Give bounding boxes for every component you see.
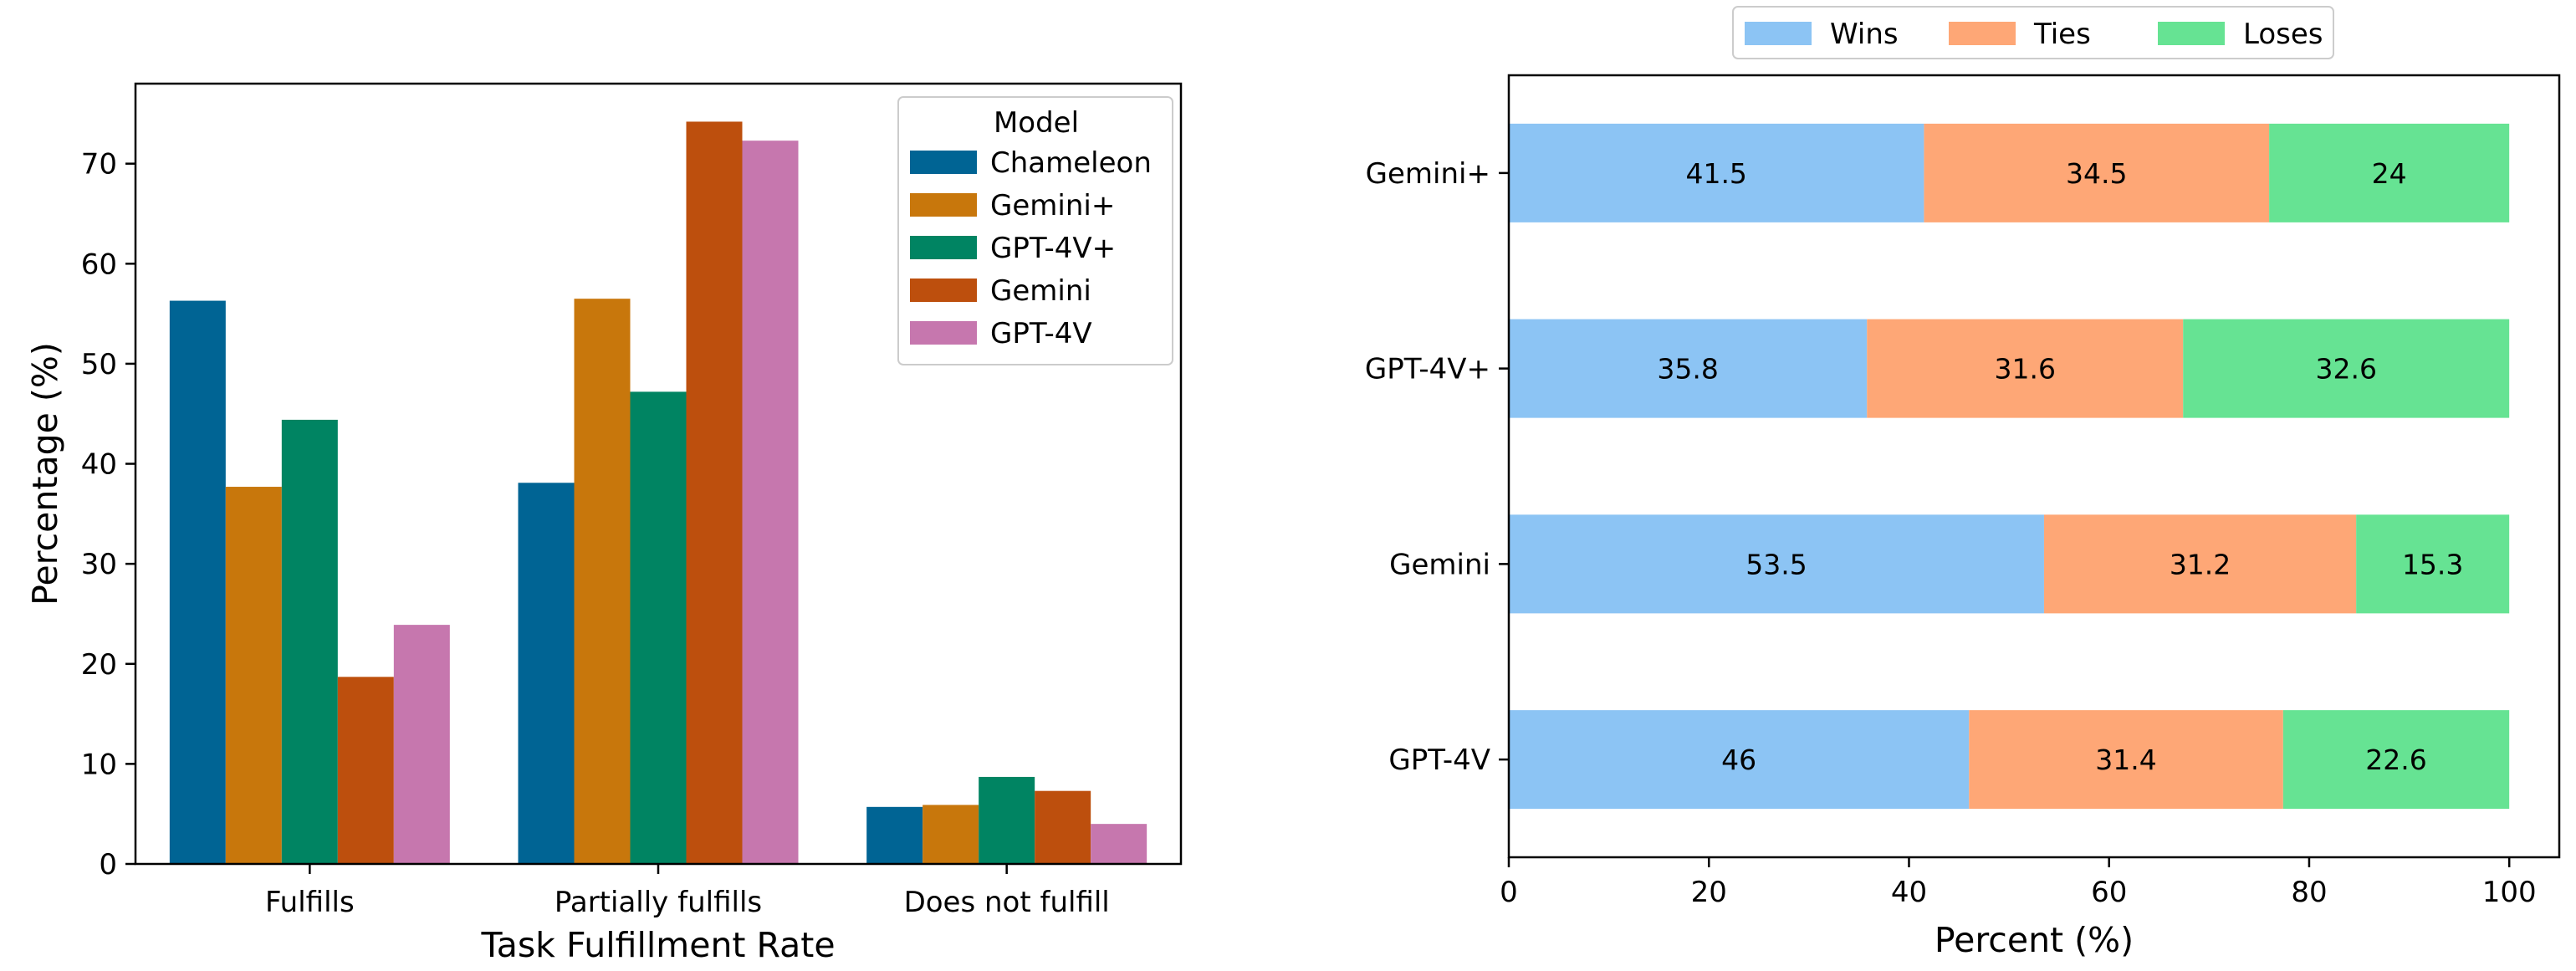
data-label-loses-1: 32.6 <box>2315 353 2376 386</box>
segment-loses-0 <box>2269 123 2510 222</box>
data-label-ties-0: 34.5 <box>2066 157 2127 190</box>
y-tick-label: 10 <box>81 748 117 781</box>
segment-ties-2 <box>2043 514 2357 614</box>
y-tick-label: 60 <box>81 248 117 281</box>
x-tick-label: 100 <box>2482 876 2537 909</box>
bar-chameleon-1 <box>518 483 575 864</box>
segment-wins-3 <box>1509 710 1970 810</box>
legend-swatch-0 <box>1745 22 1812 45</box>
legend-swatch-1 <box>910 193 977 217</box>
data-label-wins-2: 53.5 <box>1745 548 1807 580</box>
legend-swatch-1 <box>1949 22 2016 45</box>
data-label-ties-1: 31.6 <box>1994 353 2055 386</box>
legend-label-1: Gemini+ <box>990 189 1115 222</box>
segment-ties-3 <box>1969 710 2283 810</box>
bar-gemini-1 <box>686 121 743 864</box>
x-tick-label: 60 <box>2091 876 2127 909</box>
legend-label-2: GPT-4V+ <box>990 232 1116 265</box>
data-label-wins-3: 46 <box>1721 744 1756 776</box>
data-label-ties-3: 31.4 <box>2095 744 2156 776</box>
y-axis-title: Percentage (%) <box>25 342 65 606</box>
bar-gpt-4v-0 <box>393 625 450 864</box>
x-tick-label: Partially fulfills <box>555 886 762 919</box>
legend-title: Model <box>994 106 1079 140</box>
legend-label-1: Ties <box>2033 18 2091 51</box>
y-tick-label: 70 <box>81 148 117 181</box>
legend-box <box>1732 6 2334 59</box>
bar-gpt-4v--0 <box>281 419 338 864</box>
legend-swatch-2 <box>2158 22 2225 45</box>
segment-loses-1 <box>2183 319 2510 418</box>
y-tick-label: GPT-4V+ <box>1365 353 1490 386</box>
bar-gpt-4v--2 <box>979 776 1035 864</box>
x-axis-title: Percent (%) <box>1935 920 2134 960</box>
data-label-ties-2: 31.2 <box>2170 548 2231 580</box>
x-tick-label: Fulfills <box>265 886 355 919</box>
fulfillment-bar-chart: 0 10 20 30 40 50 60 70 Fulfills Partially fulfill… <box>25 82 1183 965</box>
y-tick-label: 0 <box>99 848 117 882</box>
segment-ties-1 <box>1867 319 2184 418</box>
pairwise-stacked-bar-chart: 41.5 34.5 24 Gemini+ 35.8 31.6 32.6 GPT-4V+ 53.5… <box>1365 6 2561 960</box>
y-tick-label: 50 <box>81 348 117 381</box>
bar-gemini--0 <box>225 487 282 864</box>
y-tick-label: 20 <box>81 648 117 682</box>
legend-label-0: Wins <box>1830 18 1899 51</box>
bar-gemini-2 <box>1035 790 1091 864</box>
legend-swatch-0 <box>910 151 977 174</box>
x-tick-label: 20 <box>1691 876 1727 909</box>
x-axis-title: Task Fulfillment Rate <box>480 925 835 965</box>
data-label-loses-2: 15.3 <box>2402 548 2463 580</box>
data-label-loses-0: 24 <box>2372 157 2407 190</box>
bar-gpt-4v-1 <box>742 141 799 864</box>
segment-wins-1 <box>1509 319 1868 418</box>
y-tick-label: 30 <box>81 548 117 581</box>
legend-swatch-4 <box>910 321 977 345</box>
legend-label-4: GPT-4V <box>990 317 1092 350</box>
y-tick-label: Gemini <box>1389 548 1490 581</box>
data-label-wins-0: 41.5 <box>1685 157 1746 190</box>
x-tick-label: 40 <box>1891 876 1927 909</box>
segment-loses-3 <box>2282 710 2510 810</box>
x-tick-label: 0 <box>1500 876 1518 909</box>
y-tick-label: GPT-4V <box>1388 744 1490 777</box>
bar-gpt-4v-2 <box>1091 824 1147 864</box>
plot-frame <box>1507 74 2561 859</box>
x-tick-label: Does not fulfill <box>904 886 1110 919</box>
legend-label-2: Loses <box>2243 18 2323 51</box>
data-label-wins-1: 35.8 <box>1657 353 1718 386</box>
bar-gpt-4v--1 <box>630 391 687 864</box>
segment-wins-0 <box>1509 123 1924 222</box>
bar-chameleon-2 <box>866 806 923 864</box>
bar-chameleon-0 <box>169 300 226 864</box>
y-tick-label: 40 <box>81 448 117 482</box>
data-label-loses-3: 22.6 <box>2365 744 2426 776</box>
x-tick-label: 80 <box>2291 876 2327 909</box>
bar-gemini-0 <box>337 677 394 864</box>
segment-loses-2 <box>2356 514 2510 614</box>
segment-ties-0 <box>1924 123 2270 222</box>
y-tick-label: Gemini+ <box>1366 157 1490 191</box>
legend-swatch-3 <box>910 279 977 302</box>
legend-label-0: Chameleon <box>990 146 1152 180</box>
bar-gemini--1 <box>574 299 631 864</box>
legend-label-3: Gemini <box>990 274 1091 308</box>
legend-swatch-2 <box>910 236 977 259</box>
segment-wins-2 <box>1509 514 2044 614</box>
bar-gemini--2 <box>923 805 979 864</box>
